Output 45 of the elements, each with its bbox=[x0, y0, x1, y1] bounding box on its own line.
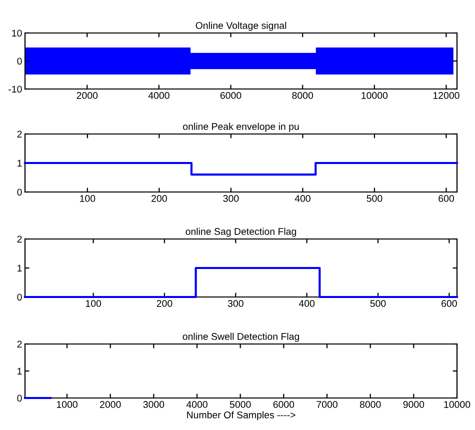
x-tick-label: 6000 bbox=[273, 401, 294, 408]
x-tick-label: 200 bbox=[152, 195, 167, 202]
x-axis-title: Number Of Samples ----> bbox=[187, 411, 296, 420]
y-tick-label: 2 bbox=[17, 236, 22, 243]
y-tick-label: 0 bbox=[17, 188, 22, 196]
x-tick-label: 1000 bbox=[56, 401, 78, 408]
x-tick-label: 4000 bbox=[148, 92, 170, 99]
x-tick-label: 2000 bbox=[100, 401, 121, 408]
y-tick-label: 1 bbox=[18, 264, 22, 272]
y-tick-label: 2 bbox=[17, 130, 22, 138]
x-tick-label: 500 bbox=[370, 300, 386, 307]
x-tick-label: 400 bbox=[294, 195, 310, 202]
chart-title: online Swell Detection Flag bbox=[182, 332, 300, 342]
y-tick-label: 1 bbox=[18, 368, 22, 375]
x-tick-label: 300 bbox=[223, 195, 239, 202]
y-tick-label: 0 bbox=[17, 294, 22, 301]
x-tick-label: 300 bbox=[228, 300, 244, 307]
y-tick-label: 0 bbox=[17, 394, 22, 402]
y-tick-label: 10 bbox=[12, 30, 22, 37]
chart-title: online Peak envelope in pu bbox=[183, 122, 299, 132]
y-tick-label: 2 bbox=[17, 340, 22, 348]
x-tick-label: 10000 bbox=[362, 92, 388, 99]
x-tick-label: 2000 bbox=[76, 92, 98, 99]
chart-title: online Sag Detection Flag bbox=[186, 228, 296, 237]
x-tick-label: 400 bbox=[298, 300, 315, 307]
x-tick-label: 10000 bbox=[444, 401, 470, 408]
x-tick-label: 8000 bbox=[360, 401, 381, 408]
x-tick-label: 8000 bbox=[292, 92, 314, 99]
y-tick-label: -10 bbox=[8, 86, 22, 93]
x-tick-label: 600 bbox=[442, 300, 457, 307]
x-tick-label: 4000 bbox=[186, 401, 208, 408]
x-tick-label: 3000 bbox=[143, 401, 164, 408]
x-tick-label: 600 bbox=[438, 195, 454, 202]
x-tick-label: 9000 bbox=[403, 401, 424, 408]
x-tick-label: 100 bbox=[86, 300, 102, 307]
x-tick-label: 5000 bbox=[230, 401, 251, 408]
chart-title: Online Voltage signal bbox=[196, 22, 286, 31]
x-tick-label: 500 bbox=[366, 195, 382, 202]
y-tick-label: 1 bbox=[18, 160, 22, 167]
x-tick-label: 12000 bbox=[433, 92, 460, 99]
x-tick-label: 7000 bbox=[316, 401, 338, 408]
x-tick-label: 6000 bbox=[220, 92, 242, 99]
y-tick-label: 0 bbox=[17, 58, 22, 65]
x-tick-label: 100 bbox=[80, 195, 96, 202]
x-tick-label: 200 bbox=[156, 300, 172, 307]
